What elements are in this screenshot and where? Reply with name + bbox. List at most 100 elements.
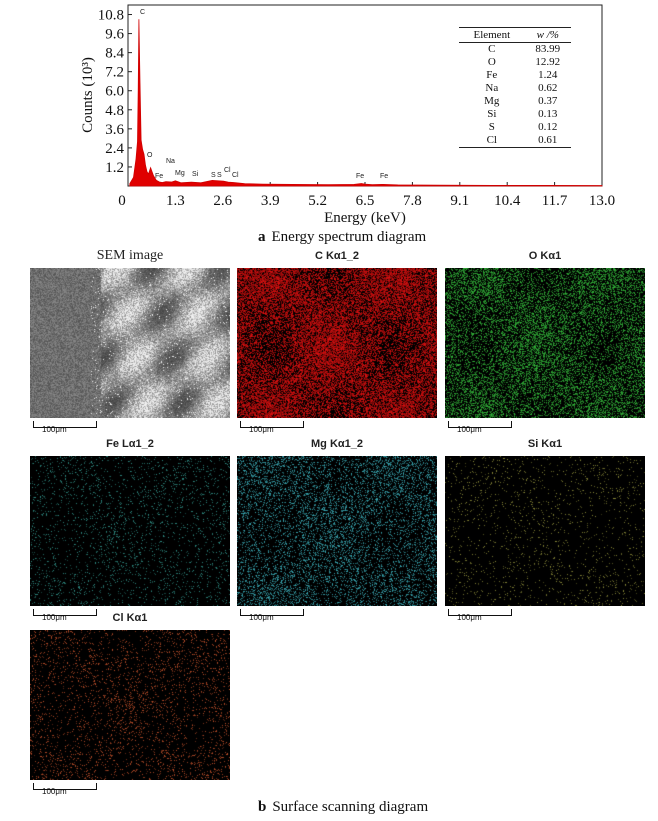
x-tick-label: 7.8 xyxy=(403,193,422,209)
y-tick-label: 3.6 xyxy=(105,122,124,138)
spectrum-caption: a Energy spectrum diagram xyxy=(258,229,426,246)
table-header-element: Element xyxy=(459,27,525,43)
peak-label: Fe xyxy=(380,173,388,180)
y-tick-label: 6.0 xyxy=(105,84,124,100)
table-cell-element: S xyxy=(488,121,495,133)
scale-bar xyxy=(240,609,304,616)
silicon-map xyxy=(445,456,645,606)
spectrum-caption-text: Energy spectrum diagram xyxy=(271,229,427,245)
scale-bar xyxy=(33,783,97,790)
sem-image xyxy=(30,268,230,418)
spectrum-chart: 1.2 2.4 3.6 4.8 6.0 7.2 8.4 9.6 10.8 0 1.3 2.6 3.9 5… xyxy=(80,4,615,226)
table-row: C 83.99 xyxy=(459,43,571,57)
x-tick-label: 10.4 xyxy=(494,193,521,209)
y-axis-title: Counts (10³) xyxy=(80,57,96,133)
x-tick-label: 1.3 xyxy=(166,193,185,209)
table-row: Cl 0.61 xyxy=(459,134,571,148)
scale-bar xyxy=(33,609,97,616)
table-cell-element: Na xyxy=(485,82,499,94)
map-tile-iron: Fe Lα1_2 100μm xyxy=(30,438,230,622)
x-tick-label: 11.7 xyxy=(542,193,568,209)
peak-label: S xyxy=(217,172,222,179)
maps-caption-text: Surface scanning diagram xyxy=(272,799,429,815)
table-cell-element: C xyxy=(488,43,496,55)
map-tile-oxygen: O Kα1 100μm xyxy=(445,250,645,434)
table-cell-mass-fraction: 0.61 xyxy=(524,134,571,148)
y-tick-label: 7.2 xyxy=(105,65,124,81)
table-row: Fe 1.24 xyxy=(459,69,571,82)
carbon-map xyxy=(237,268,437,418)
x-tick-label: 0 xyxy=(118,193,126,209)
map-tile-magnesium: Mg Kα1_2 100μm xyxy=(237,438,437,622)
table-cell-mass-fraction: 0.12 xyxy=(538,121,558,133)
map-title: Cl Kα1 xyxy=(112,612,148,624)
table-cell-mass-fraction: 1.24 xyxy=(538,69,558,81)
table-header-mass-fraction: w /% xyxy=(524,27,571,43)
x-tick-label: 2.6 xyxy=(213,193,232,209)
peak-label: Fe xyxy=(356,173,364,180)
scale-bar xyxy=(240,421,304,428)
element-composition-table: Element w /% C 83.99 O 12.92 Fe 1.24 Na 0.62 Mg 0… xyxy=(459,27,571,148)
iron-map xyxy=(30,456,230,606)
scale-bar xyxy=(448,421,512,428)
scale-label: 100μm xyxy=(249,425,274,434)
y-tick-label: 1.2 xyxy=(105,160,124,176)
map-tile-sem: SEM image 100μm xyxy=(30,248,230,434)
maps-caption-letter: b xyxy=(258,799,267,815)
map-title: Mg Kα1_2 xyxy=(311,438,363,450)
map-title: O Kα1 xyxy=(528,250,562,262)
peak-label: Mg xyxy=(175,170,185,177)
magnesium-map xyxy=(237,456,437,606)
oxygen-map xyxy=(445,268,645,418)
table-cell-mass-fraction: 0.62 xyxy=(538,82,558,94)
spectrum-caption-letter: a xyxy=(258,229,266,245)
y-tick-label: 8.4 xyxy=(105,46,124,62)
table-cell-mass-fraction: 0.13 xyxy=(538,108,558,120)
scale-label: 100μm xyxy=(42,425,67,434)
map-title: Fe Lα1_2 xyxy=(106,438,154,450)
y-tick-label: 9.6 xyxy=(105,27,124,43)
table-cell-element: Cl xyxy=(459,134,525,148)
y-tick-label: 10.8 xyxy=(98,8,124,24)
spectrum-trace xyxy=(129,19,603,187)
peak-label: C xyxy=(140,9,145,16)
map-title: Si Kα1 xyxy=(527,438,563,450)
table-cell-mass-fraction: 12.92 xyxy=(535,56,561,68)
map-title: SEM image xyxy=(96,248,164,263)
peak-label: Fe xyxy=(155,173,163,180)
x-tick-label: 5.2 xyxy=(308,193,327,209)
scale-label: 100μm xyxy=(249,613,274,622)
table-cell-element: Mg xyxy=(484,95,500,107)
scale-label: 100μm xyxy=(42,787,67,796)
map-tile-carbon: C Kα1_2 100μm xyxy=(237,250,437,434)
scale-bar xyxy=(448,609,512,616)
map-title: C Kα1_2 xyxy=(314,250,360,262)
x-tick-label: 3.9 xyxy=(261,193,280,209)
table-cell-mass-fraction: 0.37 xyxy=(538,95,558,107)
map-tile-silicon: Si Kα1 100μm xyxy=(445,438,645,622)
peak-label: S xyxy=(211,172,216,179)
x-tick-label: 6.5 xyxy=(356,193,375,209)
table-row: Si 0.13 xyxy=(459,108,571,121)
table-row: Mg 0.37 xyxy=(459,95,571,108)
y-tick-label: 4.8 xyxy=(105,103,124,119)
scale-label: 100μm xyxy=(457,425,482,434)
peak-label: Si xyxy=(192,171,199,178)
x-tick-label: 9.1 xyxy=(450,193,469,209)
map-tile-chlorine: Cl Kα1 100μm xyxy=(30,612,230,796)
spectrum-panel: 1.2 2.4 3.6 4.8 6.0 7.2 8.4 9.6 10.8 0 1.3 2.6 3.9 5… xyxy=(0,0,658,248)
table-cell-element: O xyxy=(487,56,496,68)
table-cell-mass-fraction: 83.99 xyxy=(535,43,561,55)
y-tick-label: 2.4 xyxy=(105,141,124,157)
scale-bar xyxy=(33,421,97,428)
x-tick-label: 13.0 xyxy=(589,193,615,209)
table-row: Na 0.62 xyxy=(459,82,571,95)
x-axis-title: Energy (keV) xyxy=(324,210,406,226)
peak-label: Cl xyxy=(232,172,239,179)
chlorine-map xyxy=(30,630,230,780)
table-row: O 12.92 xyxy=(459,56,571,69)
table-cell-element: Fe xyxy=(486,69,498,81)
peak-label: O xyxy=(147,152,153,159)
peak-label: Na xyxy=(166,158,175,165)
maps-caption: b Surface scanning diagram xyxy=(258,799,428,816)
